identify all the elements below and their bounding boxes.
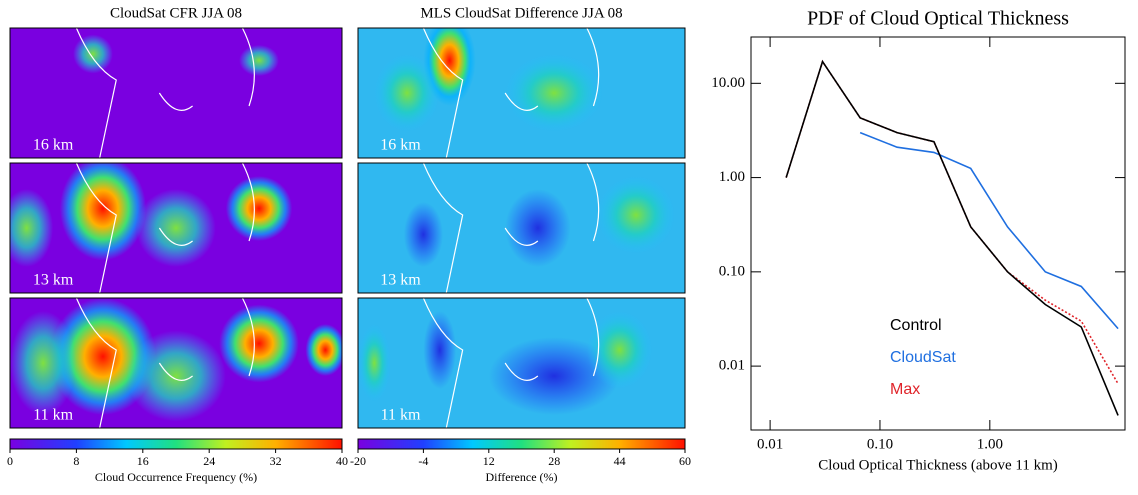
map-frame — [357, 27, 686, 159]
coastline — [75, 163, 255, 293]
map-blob — [374, 54, 440, 132]
y-tick-label: 1.00 — [719, 169, 745, 185]
colorbar-tick-label: 16 — [137, 454, 149, 468]
map-blob — [488, 337, 620, 415]
map-panel — [358, 298, 685, 428]
panel-label: 16 km — [33, 137, 74, 154]
map-frame — [9, 297, 343, 429]
y-tick-label: 0.10 — [719, 263, 745, 279]
map-blob — [10, 189, 54, 267]
map-frame — [9, 162, 343, 294]
map-blob — [505, 189, 571, 267]
map-panel — [10, 163, 342, 293]
colorbar-tick-label: 60 — [679, 454, 691, 468]
map-panel — [10, 298, 342, 428]
map-blob — [73, 34, 113, 74]
x-tick-label: 1.00 — [977, 436, 1003, 452]
map-blob — [403, 202, 444, 267]
coastline — [422, 28, 600, 158]
colorbar-tick-label: 8 — [73, 454, 79, 468]
coastline — [75, 28, 255, 158]
series-line — [785, 59, 1119, 385]
map-blob — [586, 311, 653, 389]
map-blob — [239, 44, 279, 77]
legend-entry: Max — [890, 381, 920, 398]
map-blob — [505, 54, 604, 132]
plot-frame — [750, 36, 1126, 431]
panel-label: 16 km — [380, 137, 421, 154]
map-blob — [136, 189, 216, 267]
map-frame — [357, 297, 686, 429]
colorbar-tick-label: 40 — [336, 454, 348, 468]
map-frame — [357, 162, 686, 294]
panel-label: 13 km — [380, 272, 421, 289]
colorbar — [9, 438, 343, 450]
map-blob — [219, 304, 299, 383]
x-tick-label: 0.01 — [757, 436, 783, 452]
colorbar-tick-label: 32 — [270, 454, 282, 468]
map-blob — [358, 324, 391, 402]
colorbar-tick-label: 24 — [203, 454, 215, 468]
colorbar-tick-label: 44 — [614, 454, 626, 468]
series-line — [859, 131, 1119, 330]
chart-title: PDF of Cloud Optical Thickness — [807, 8, 1069, 30]
map-panel — [358, 28, 685, 158]
coastline — [422, 163, 600, 293]
coastline — [422, 298, 600, 428]
map-blob — [126, 330, 226, 422]
panel-label: 13 km — [33, 272, 74, 289]
legend-entry: CloudSat — [890, 349, 956, 366]
map-panel — [358, 163, 685, 293]
panel-label: 11 km — [33, 407, 73, 424]
y-tick-label: 10.00 — [711, 75, 745, 91]
map-title: MLS CloudSat Difference JJA 08 — [420, 5, 622, 21]
colorbar-tick-label: -4 — [418, 454, 428, 468]
colorbar — [357, 438, 686, 450]
map-blob — [596, 176, 676, 254]
map-blob — [305, 324, 342, 376]
map-title: CloudSat CFR JJA 08 — [110, 5, 242, 21]
x-axis-label: Cloud Optical Thickness (above 11 km) — [818, 457, 1058, 473]
y-tick-label: 0.01 — [719, 358, 745, 374]
colorbar-tick-label: -20 — [350, 454, 366, 468]
colorbar-tick-label: 12 — [483, 454, 495, 468]
coastline — [75, 298, 255, 428]
panel-label: 11 km — [381, 407, 421, 424]
colorbar-label: Cloud Occurrence Frequency (%) — [95, 470, 257, 484]
legend-entry: Control — [890, 317, 942, 334]
series-line — [785, 59, 1119, 416]
colorbar-tick-label: 28 — [548, 454, 560, 468]
map-frame — [9, 27, 343, 159]
colorbar-tick-label: 0 — [7, 454, 13, 468]
x-tick-label: 0.10 — [867, 436, 893, 452]
map-panel — [10, 28, 342, 158]
map-blob — [10, 311, 77, 415]
map-background — [10, 28, 342, 158]
map-blob — [59, 163, 147, 261]
map-blob — [423, 311, 457, 389]
colorbar-label: Difference (%) — [485, 470, 557, 484]
map-blob — [225, 176, 293, 241]
